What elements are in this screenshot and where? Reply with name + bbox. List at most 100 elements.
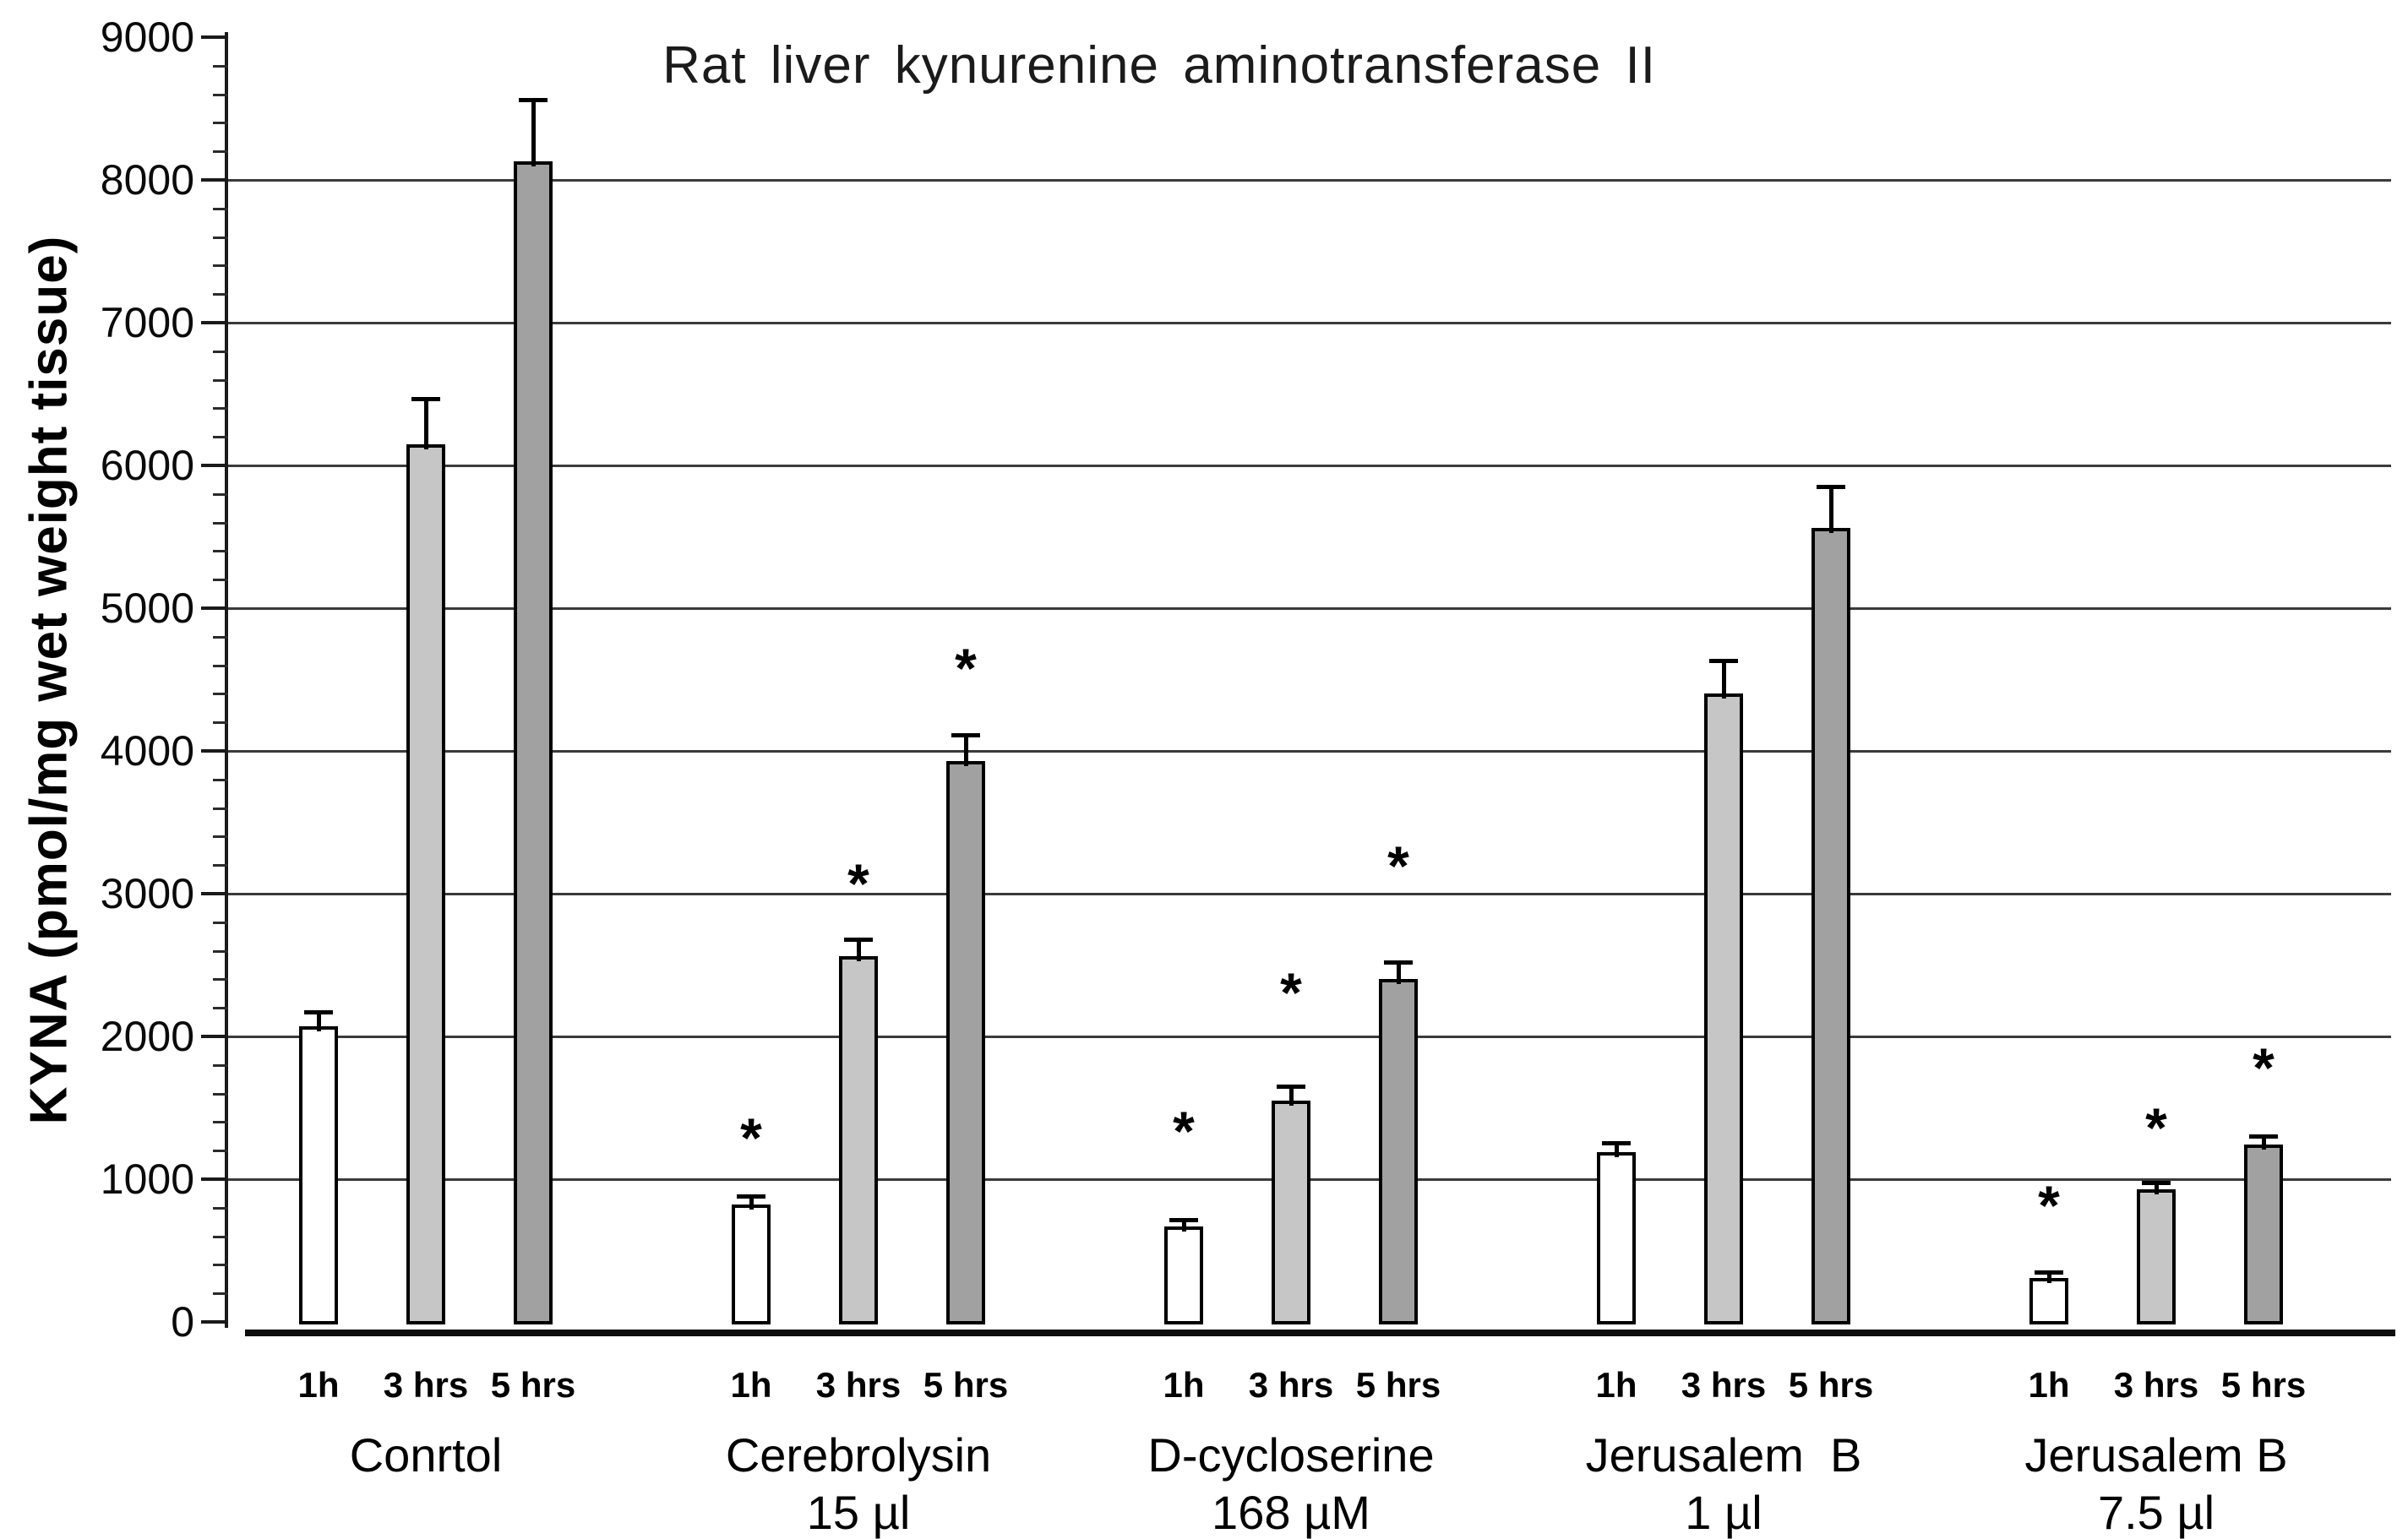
- bar-group1-3hrs: [406, 444, 445, 1324]
- error-bar-cap: [1384, 960, 1413, 965]
- bar-group4-3hrs: [1704, 693, 1743, 1324]
- bar-group5-5hrs: [2244, 1145, 2283, 1324]
- gridline-2000: [228, 1036, 2391, 1038]
- error-bar-cap: [304, 1010, 333, 1014]
- y-minor-tick: [213, 1121, 228, 1123]
- bar-group3-3hrs: [1272, 1101, 1310, 1324]
- bar-group2-3hrs: [839, 956, 878, 1324]
- bar-group4-5hrs: [1811, 528, 1850, 1324]
- y-minor-tick: [213, 978, 228, 981]
- y-tick-label-1000: 1000: [100, 1156, 194, 1203]
- group-label-line2: 7.5 µl: [2097, 1486, 2215, 1539]
- error-bar-cap: [1709, 659, 1738, 663]
- error-bar-stem: [2155, 1183, 2159, 1194]
- error-bar-cap: [1817, 485, 1845, 489]
- x-axis-line: [245, 1330, 2395, 1336]
- error-bar-stem: [317, 1012, 321, 1031]
- y-tick-label-5000: 5000: [100, 585, 194, 632]
- gridline-6000: [228, 465, 2391, 467]
- error-bar-stem: [1182, 1220, 1186, 1232]
- x-tick-label: 5 hrs: [490, 1365, 576, 1405]
- error-bar-stem: [1397, 962, 1401, 984]
- y-tick-label-6000: 6000: [100, 442, 194, 489]
- bar-group1-5hrs: [514, 161, 553, 1324]
- y-tick-3000: [201, 892, 228, 895]
- y-minor-tick: [213, 237, 228, 239]
- group-label-line1: Jerusalem B: [1585, 1428, 1862, 1482]
- y-tick-label-2000: 2000: [100, 1013, 194, 1060]
- error-bar-cap: [1602, 1141, 1631, 1145]
- group-label-line2: 1 µl: [1685, 1486, 1762, 1539]
- x-tick-label: 3 hrs: [815, 1365, 902, 1405]
- error-bar-stem: [1615, 1143, 1619, 1157]
- y-tick-label-7000: 7000: [100, 299, 194, 346]
- gridline-4000: [228, 750, 2391, 753]
- group-label-line1: Cerebrolysin: [725, 1428, 992, 1482]
- y-tick-6000: [201, 464, 228, 467]
- y-minor-tick: [213, 65, 228, 68]
- error-bar-stem: [749, 1196, 754, 1210]
- group-label-line2: 15 µl: [806, 1486, 911, 1539]
- error-bar-cap: [2249, 1134, 2278, 1139]
- y-minor-tick: [213, 293, 228, 296]
- significance-asterisk: *: [955, 637, 977, 699]
- x-tick-label: 5 hrs: [1788, 1365, 1874, 1405]
- y-minor-tick: [213, 1007, 228, 1009]
- error-bar-stem: [531, 100, 536, 166]
- error-bar-cap: [844, 938, 873, 942]
- y-minor-tick: [213, 264, 228, 267]
- bar-group2-1h: [732, 1205, 771, 1324]
- chart-title: Rat liver kynurenine aminotransferase II: [662, 36, 1656, 95]
- y-minor-tick: [213, 208, 228, 210]
- y-tick-4000: [201, 749, 228, 753]
- x-tick-label: 3 hrs: [2113, 1365, 2199, 1405]
- y-minor-tick: [213, 693, 228, 695]
- gridline-3000: [228, 893, 2391, 895]
- y-minor-tick: [213, 808, 228, 810]
- x-tick-label: 5 hrs: [1355, 1365, 1441, 1405]
- y-minor-tick: [213, 1150, 228, 1152]
- x-tick-label: 5 hrs: [923, 1365, 1009, 1405]
- y-minor-tick: [213, 379, 228, 382]
- x-tick-label: 1h: [1163, 1365, 1205, 1405]
- y-minor-tick: [213, 1064, 228, 1067]
- y-minor-tick: [213, 351, 228, 353]
- bar-group1-1h: [299, 1026, 338, 1324]
- group-label-line1: Conrtol: [349, 1428, 503, 1482]
- error-bar-cap: [1277, 1085, 1305, 1089]
- y-tick-7000: [201, 321, 228, 324]
- error-bar-stem: [1289, 1086, 1294, 1106]
- error-bar-cap: [2142, 1181, 2171, 1185]
- y-minor-tick: [213, 436, 228, 438]
- y-minor-tick: [213, 1093, 228, 1096]
- significance-asterisk: *: [2038, 1174, 2060, 1237]
- group-label-line1: D-cycloserine: [1147, 1428, 1435, 1482]
- group-label-line1: Jerusalem B: [2024, 1428, 2288, 1482]
- y-minor-tick: [213, 665, 228, 667]
- y-minor-tick: [213, 835, 228, 838]
- x-tick-label: 3 hrs: [383, 1365, 469, 1405]
- error-bar-stem: [2262, 1136, 2266, 1150]
- y-axis-line: [225, 32, 228, 1328]
- significance-asterisk: *: [2145, 1096, 2167, 1159]
- y-minor-tick: [213, 522, 228, 525]
- error-bar-cap: [737, 1194, 765, 1199]
- y-minor-tick: [213, 721, 228, 724]
- x-tick-label: 1h: [1595, 1365, 1637, 1405]
- y-tick-label-4000: 4000: [100, 727, 194, 775]
- significance-asterisk: *: [1173, 1100, 1195, 1162]
- y-minor-tick: [213, 1236, 228, 1238]
- y-tick-label-9000: 9000: [100, 14, 194, 61]
- x-tick-label: 1h: [730, 1365, 772, 1405]
- y-minor-tick: [213, 1264, 228, 1266]
- error-bar-stem: [1722, 661, 1726, 699]
- error-bar-cap: [1169, 1218, 1198, 1222]
- y-tick-1000: [201, 1177, 228, 1181]
- x-tick-label: 5 hrs: [2220, 1365, 2307, 1405]
- x-tick-label: 3 hrs: [1681, 1365, 1767, 1405]
- x-tick-label: 1h: [2028, 1365, 2070, 1405]
- y-minor-tick: [213, 922, 228, 924]
- error-bar-cap: [2035, 1270, 2063, 1275]
- y-minor-tick: [213, 864, 228, 867]
